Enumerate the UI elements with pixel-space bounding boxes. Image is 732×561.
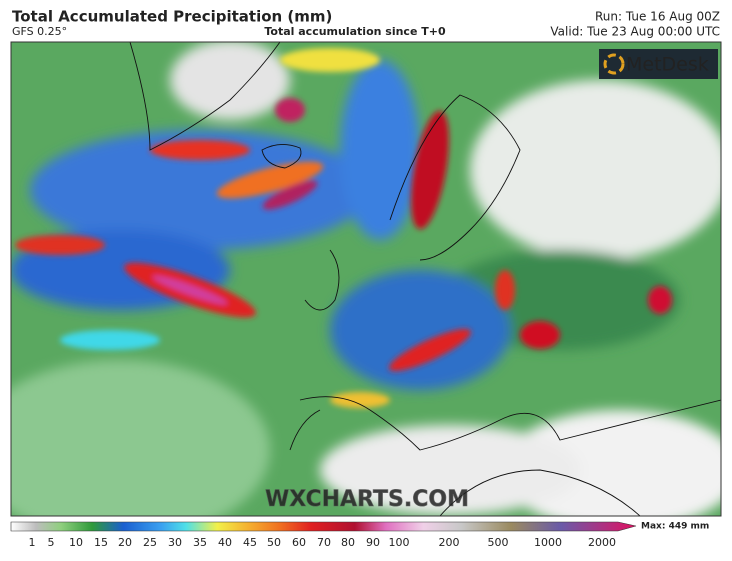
colorbar-label: 20 <box>118 536 132 549</box>
model: GFS 0.25° <box>12 25 67 38</box>
valid-time: Valid: Tue 23 Aug 00:00 UTC <box>550 25 720 39</box>
colorbar-label: 70 <box>317 536 331 549</box>
logo: MetDesk <box>626 54 709 76</box>
max-label: Max: 449 mm <box>641 522 709 532</box>
colorbar-label: 1000 <box>534 536 562 549</box>
colorbar-label: 45 <box>243 536 257 549</box>
colorbar-label: 80 <box>341 536 355 549</box>
colorbar-label: 25 <box>143 536 157 549</box>
colorbar-label: 15 <box>94 536 108 549</box>
colorbar-label: 10 <box>69 536 83 549</box>
colorbar-label: 30 <box>168 536 182 549</box>
watermark: WXCHARTS.COM <box>265 487 469 512</box>
colorbar-label: 50 <box>267 536 281 549</box>
colorbar-label: 5 <box>48 536 55 549</box>
colorbar-label: 60 <box>292 536 306 549</box>
logo-box <box>599 49 718 79</box>
colorbar-label: 2000 <box>588 536 616 549</box>
colorbar-label: 40 <box>218 536 232 549</box>
colorbar <box>10 521 637 532</box>
subtitle: Total accumulation since T+0 <box>264 25 446 38</box>
colorbar-label: 90 <box>366 536 380 549</box>
map: WXCHARTS.COM <box>11 42 721 516</box>
colorbar-label: 200 <box>439 536 460 549</box>
title: Total Accumulated Precipitation (mm) <box>12 8 332 26</box>
run-time: Run: Tue 16 Aug 00Z <box>595 10 720 24</box>
coastlines <box>129 42 721 516</box>
colorbar-labels: 1 5 10 15 20 25 30 35 40 45 50 60 70 80 90 100 200 500 100… <box>29 536 617 549</box>
colorbar-label: 1 <box>29 536 36 549</box>
colorbar-label: 35 <box>193 536 207 549</box>
colorbar-label: 100 <box>389 536 410 549</box>
colorbar-label: 500 <box>488 536 509 549</box>
